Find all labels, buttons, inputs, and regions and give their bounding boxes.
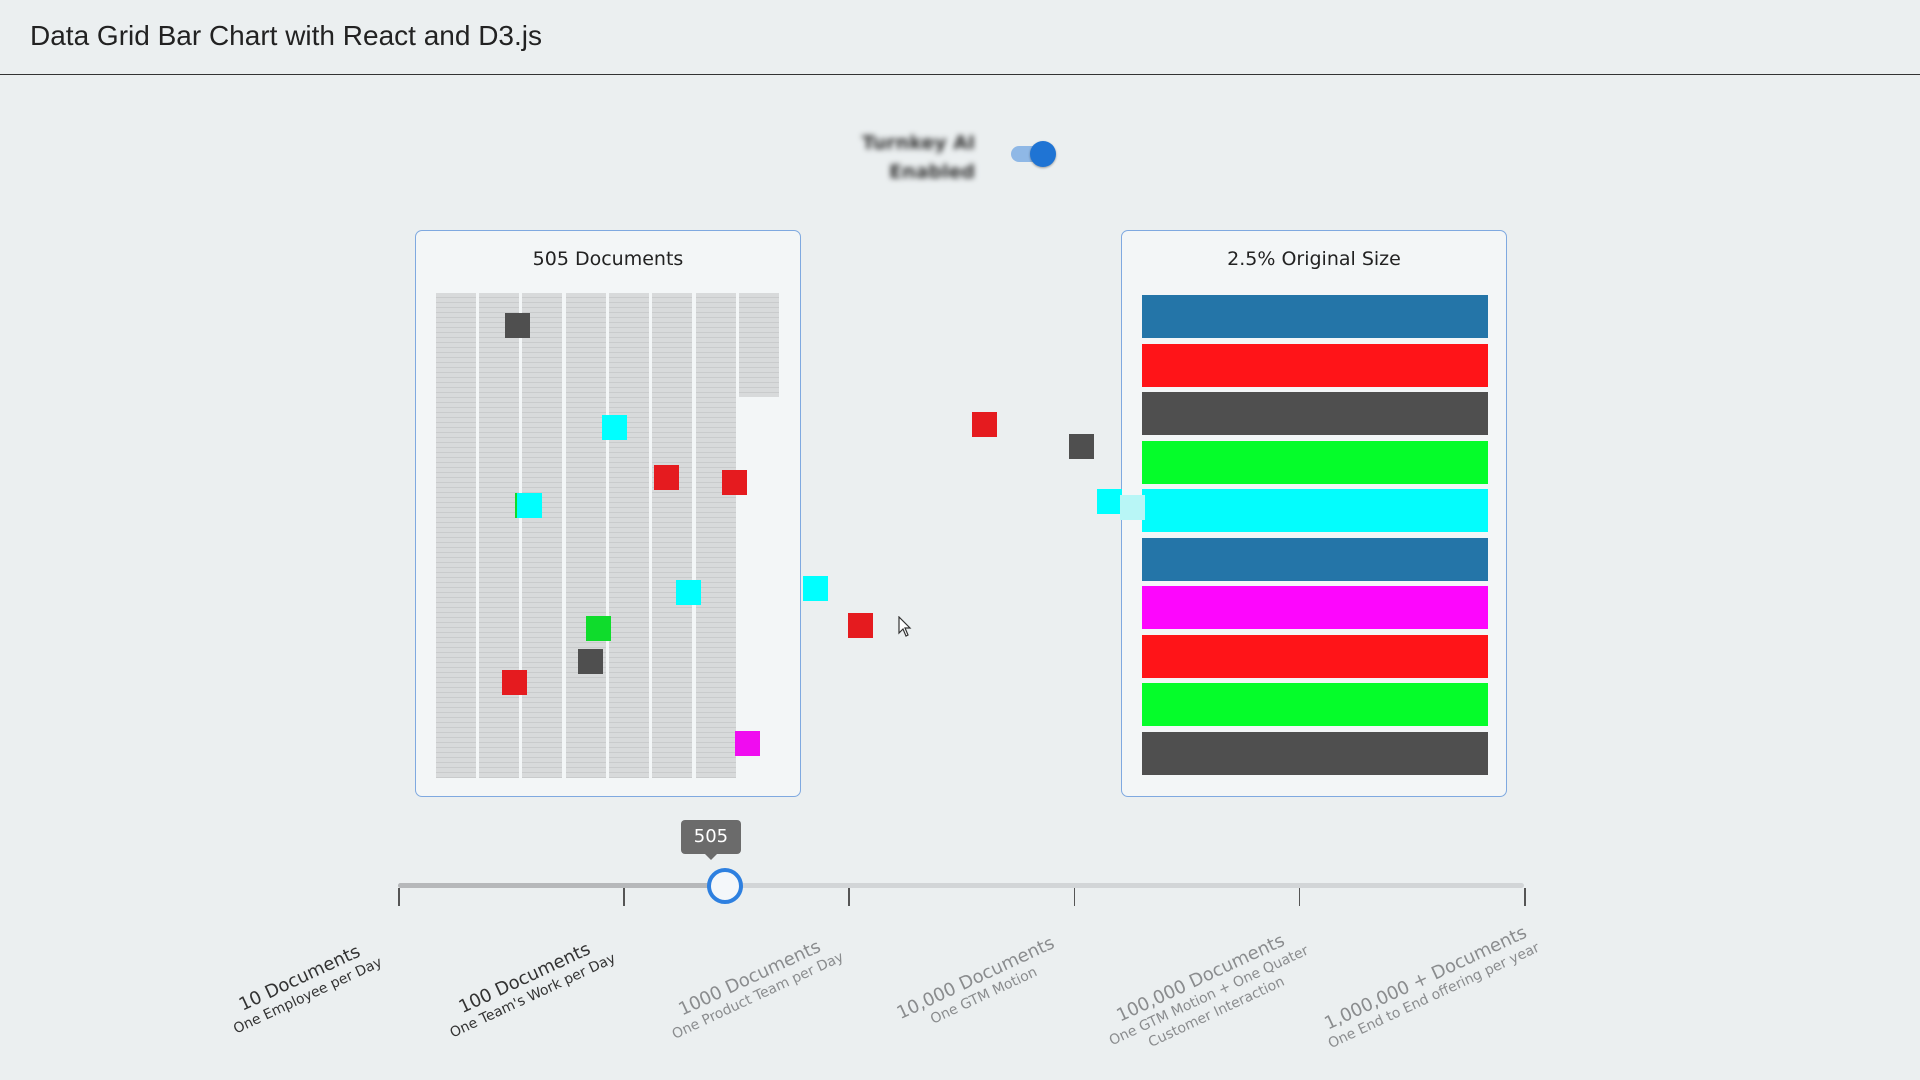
slider-tick — [1073, 888, 1076, 906]
grid-column — [479, 293, 519, 778]
document-square — [722, 470, 747, 495]
document-square — [803, 576, 828, 601]
grid-column — [739, 293, 779, 397]
bar — [1142, 489, 1488, 532]
slider-value-tooltip: 505 — [680, 820, 741, 860]
mark-subtitle: One End to End offering per year — [1325, 939, 1543, 1053]
grid-column — [566, 293, 606, 778]
slider-tick — [1298, 888, 1301, 906]
page-title: Data Grid Bar Chart with React and D3.js — [30, 20, 542, 51]
document-square — [1069, 434, 1094, 459]
mark-subtitle: One Employee per Day — [231, 954, 385, 1038]
slider-thumb[interactable]: 505 — [680, 820, 743, 904]
document-square — [676, 580, 701, 605]
document-square — [1120, 495, 1145, 520]
document-square — [654, 465, 679, 490]
bar — [1142, 683, 1488, 726]
slider-mark-label[interactable]: 10 Documents One Employee per Day — [186, 918, 420, 1055]
slider-tick — [398, 888, 400, 906]
bar — [1142, 586, 1488, 629]
bar — [1142, 634, 1488, 678]
slider-tick — [848, 888, 850, 906]
document-square — [517, 493, 542, 518]
bar — [1142, 537, 1488, 581]
slider-mark-label[interactable]: 1000 Documents One Product Team per Day — [637, 918, 871, 1055]
document-grid — [436, 293, 781, 778]
slider-rail[interactable] — [398, 883, 1524, 888]
document-square — [502, 670, 527, 695]
document-square — [578, 649, 603, 674]
slider-mark-label[interactable]: 1,000,000 + Documents One End to End offe… — [1312, 918, 1546, 1055]
mark-subtitle: One Product Team per Day — [670, 949, 847, 1043]
slider-tick — [623, 888, 625, 906]
grid-column — [652, 293, 692, 778]
document-square — [735, 731, 760, 756]
mouse-cursor-icon — [898, 616, 912, 637]
original-size-title: 2.5% Original Size — [1227, 248, 1401, 270]
grid-column — [696, 293, 736, 778]
mark-subtitle: One GTM Motion — [927, 964, 1040, 1028]
documents-count-title: 505 Documents — [532, 248, 684, 270]
bar — [1142, 440, 1488, 484]
mark-title: 10,000 Documents — [893, 932, 1058, 1024]
bar-chart-panel: 2.5% Original Size — [1121, 230, 1507, 797]
mark-subtitle: One Team's Work per Day — [447, 950, 619, 1042]
slider-mark-label[interactable]: 10,000 Documents One GTM Motion — [862, 918, 1096, 1055]
bar — [1142, 392, 1488, 435]
slider-tick — [1524, 888, 1526, 906]
slider-track[interactable] — [398, 883, 724, 888]
mark-title: 10 Documents — [235, 940, 364, 1016]
slider-mark-label[interactable]: 100,000 Documents One GTM Motion + One Qu… — [1087, 918, 1329, 1071]
document-square — [972, 412, 997, 437]
document-square — [602, 415, 627, 440]
mark-title: 1,000,000 + Documents — [1321, 922, 1531, 1035]
bar — [1142, 343, 1488, 387]
document-square — [586, 616, 611, 641]
grid-column — [436, 293, 476, 778]
grid-column — [522, 293, 562, 778]
turnkey-ai-toggle[interactable]: Turnkey AI Enabled — [862, 125, 1060, 185]
bar — [1142, 731, 1488, 775]
document-square — [505, 313, 530, 338]
document-count-slider[interactable]: 505 10 Documents One Employee per Day 100 … — [231, 820, 1542, 1052]
documents-grid-panel: 505 Documents — [415, 230, 801, 797]
grid-column — [609, 293, 649, 778]
document-square — [848, 613, 873, 638]
document-square — [1097, 489, 1122, 514]
toggle-knob[interactable] — [1030, 141, 1056, 167]
app-header: Data Grid Bar Chart with React and D3.js — [0, 0, 1920, 75]
mark-title: 1000 Documents — [675, 936, 825, 1021]
slider-mark-label[interactable]: 100 Documents One Team's Work per Day — [412, 918, 646, 1055]
bar — [1142, 295, 1488, 338]
toggle-label: Turnkey AI Enabled — [861, 132, 975, 183]
mark-title: 100 Documents — [455, 938, 594, 1018]
